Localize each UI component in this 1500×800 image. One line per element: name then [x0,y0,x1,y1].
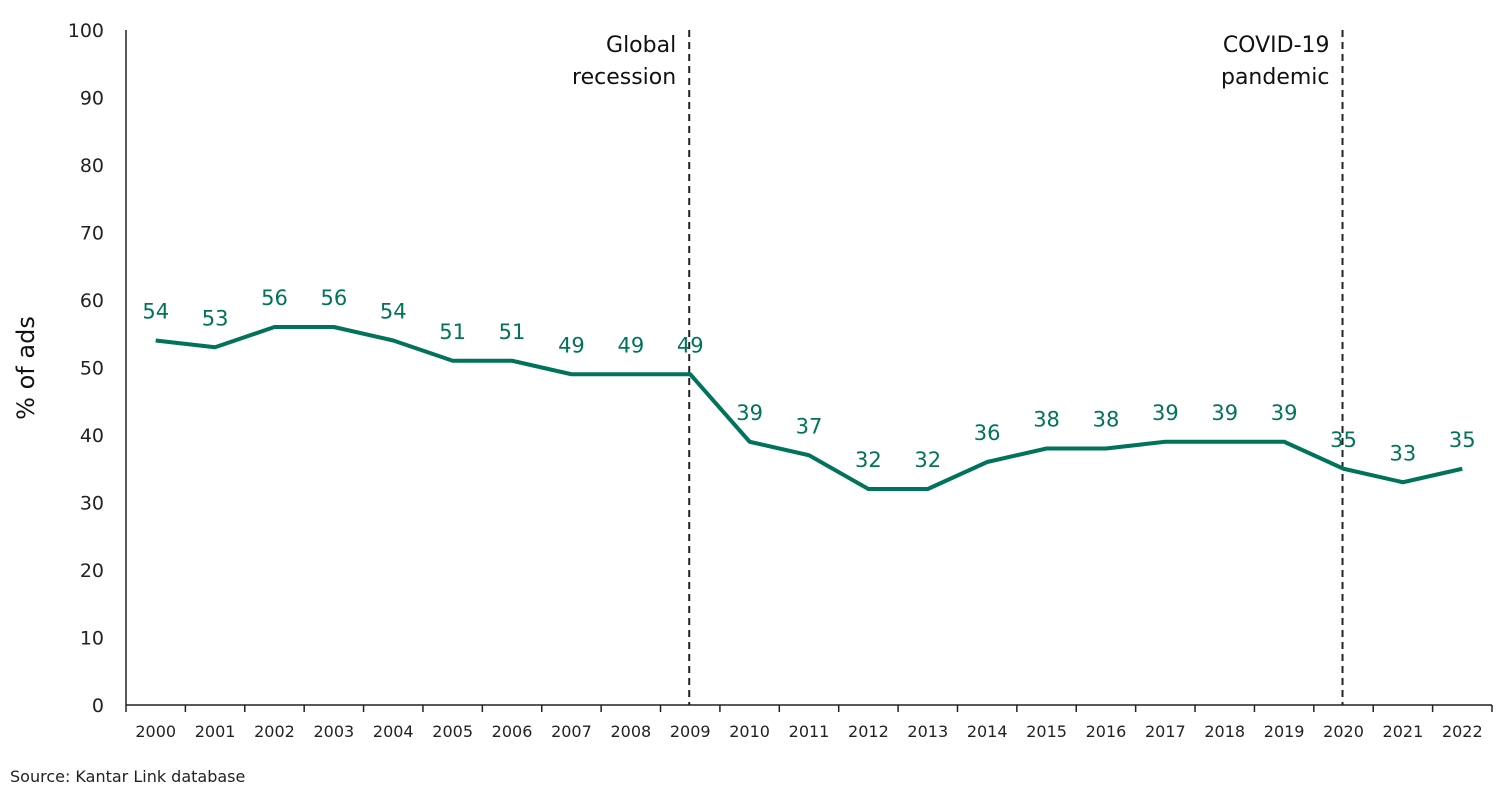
y-tick-label: 60 [80,290,104,312]
data-label: 56 [321,286,348,310]
data-label: 32 [855,448,882,472]
x-tick-label: 2008 [610,722,651,741]
annotation-label: Global [606,33,676,58]
y-tick-label: 70 [80,223,104,245]
data-label: 49 [677,333,704,357]
data-label: 39 [736,401,763,425]
x-tick-label: 2007 [551,722,592,741]
y-axis-title: % of ads [12,316,40,420]
data-label: 39 [1152,401,1179,425]
data-label: 54 [142,300,169,324]
annotation-label: COVID-19 [1223,33,1330,58]
source-note: Source: Kantar Link database [10,767,245,786]
data-label: 56 [261,286,288,310]
y-tick-label: 0 [92,695,104,717]
x-tick-label: 2011 [789,722,830,741]
x-tick-label: 2000 [135,722,176,741]
y-tick-label: 50 [80,358,104,380]
x-tick-label: 2015 [1026,722,1067,741]
x-tick-label: 2020 [1323,722,1364,741]
x-tick-label: 2021 [1383,722,1424,741]
data-label: 35 [1330,428,1357,452]
x-tick-label: 2006 [492,722,533,741]
x-tick-label: 2004 [373,722,414,741]
x-tick-label: 2012 [848,722,889,741]
x-tick-label: 2010 [729,722,770,741]
x-tick-label: 2018 [1204,722,1245,741]
data-label: 36 [974,421,1001,445]
data-line [155,325,1463,491]
data-label: 39 [1271,401,1298,425]
data-label: 51 [499,320,526,344]
y-tick-label: 10 [80,628,104,650]
data-label: 53 [202,306,229,330]
data-label: 38 [1093,408,1120,432]
data-label: 35 [1449,428,1476,452]
x-tick-label: 2003 [314,722,355,741]
data-label: 33 [1390,441,1417,465]
x-tick-label: 2001 [195,722,236,741]
x-tick-label: 2019 [1264,722,1305,741]
data-label: 54 [380,300,407,324]
y-tick-label: 20 [80,560,104,582]
y-tick-label: 40 [80,425,104,447]
x-tick-label: 2013 [907,722,948,741]
x-tick-label: 2005 [432,722,473,741]
y-tick-label: 90 [80,88,104,110]
x-tick-label: 2022 [1442,722,1483,741]
x-tick-label: 2014 [967,722,1008,741]
annotation-label: recession [572,65,676,90]
data-label: 49 [617,333,644,357]
data-label: 32 [914,448,941,472]
data-label: 37 [796,414,823,438]
data-label: 51 [439,320,466,344]
y-tick-label: 100 [68,20,104,42]
data-label: 39 [1211,401,1238,425]
data-label: 38 [1033,408,1060,432]
x-tick-label: 2009 [670,722,711,741]
annotation-label: pandemic [1221,65,1330,90]
x-tick-label: 2016 [1086,722,1127,741]
y-tick-label: 30 [80,493,104,515]
data-label: 49 [558,333,585,357]
y-tick-label: 80 [80,155,104,177]
x-tick-label: 2002 [254,722,295,741]
x-tick-label: 2017 [1145,722,1186,741]
